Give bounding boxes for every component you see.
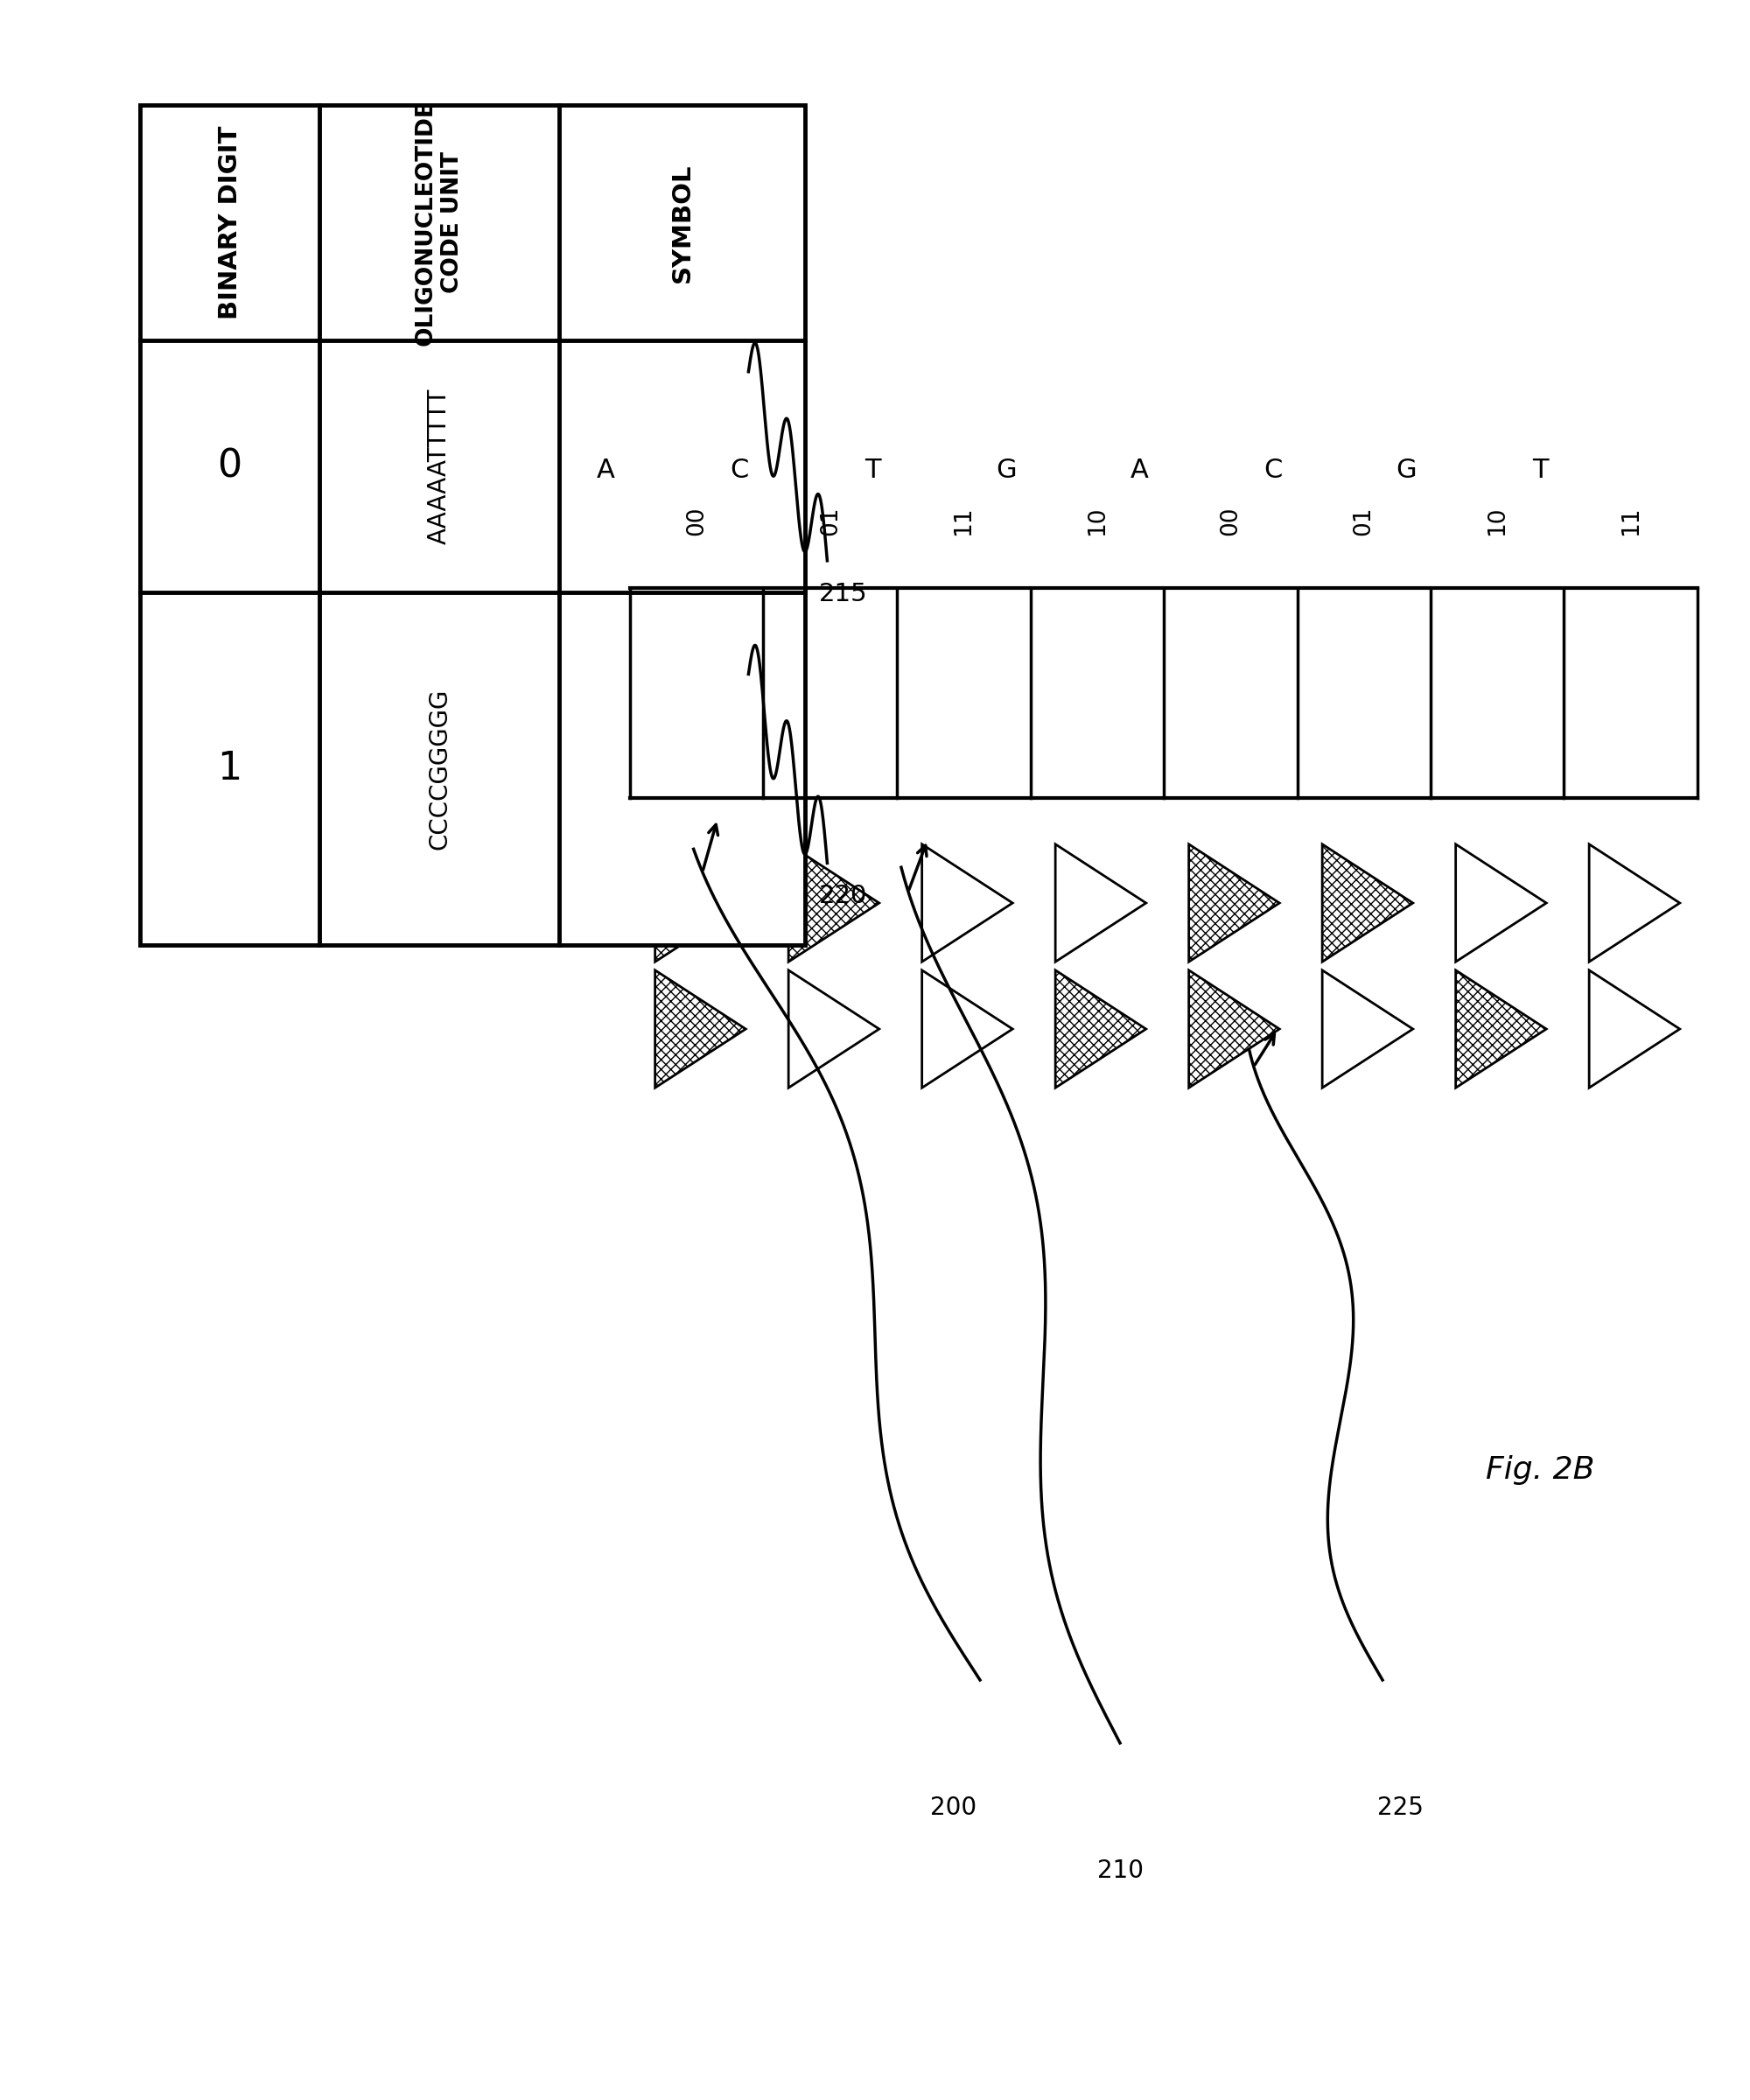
- Text: G: G: [996, 458, 1017, 483]
- Text: 11: 11: [1619, 506, 1641, 536]
- Polygon shape: [789, 970, 878, 1088]
- Polygon shape: [1456, 844, 1547, 962]
- Text: OLIGONUCLEOTIDE
CODE UNIT: OLIGONUCLEOTIDE CODE UNIT: [415, 99, 464, 347]
- Text: 1: 1: [217, 750, 242, 788]
- Polygon shape: [1589, 970, 1680, 1088]
- Polygon shape: [1323, 970, 1412, 1088]
- Text: 01: 01: [819, 506, 842, 536]
- Polygon shape: [1055, 844, 1146, 962]
- Text: CCCCGGGGG: CCCCGGGGG: [427, 689, 452, 848]
- Text: 225: 225: [1377, 1796, 1423, 1821]
- Text: A: A: [1130, 458, 1148, 483]
- Text: BINARY DIGIT: BINARY DIGIT: [217, 126, 242, 319]
- Text: 01: 01: [1353, 506, 1376, 536]
- Text: 11: 11: [952, 506, 975, 536]
- Polygon shape: [1589, 844, 1680, 962]
- Text: G: G: [1396, 458, 1418, 483]
- Text: Fig. 2B: Fig. 2B: [1486, 1455, 1594, 1485]
- Text: C: C: [1264, 458, 1283, 483]
- Text: 220: 220: [819, 884, 866, 909]
- Text: A: A: [597, 458, 614, 483]
- Text: 00: 00: [1220, 506, 1242, 536]
- Bar: [140, 105, 805, 945]
- Text: 10: 10: [1085, 506, 1108, 536]
- Text: 0: 0: [217, 447, 242, 485]
- Text: C: C: [730, 458, 749, 483]
- Text: 210: 210: [1097, 1858, 1143, 1884]
- Text: AAAAATTTTT: AAAAATTTTT: [427, 388, 452, 544]
- Polygon shape: [922, 844, 1013, 962]
- Text: 10: 10: [1486, 506, 1508, 536]
- Polygon shape: [625, 594, 749, 754]
- Text: T: T: [1531, 458, 1549, 483]
- Text: SYMBOL: SYMBOL: [670, 164, 695, 281]
- Text: 215: 215: [819, 582, 868, 607]
- Text: T: T: [864, 458, 880, 483]
- Polygon shape: [922, 970, 1013, 1088]
- Text: 200: 200: [931, 1796, 976, 1821]
- Text: 00: 00: [686, 506, 709, 536]
